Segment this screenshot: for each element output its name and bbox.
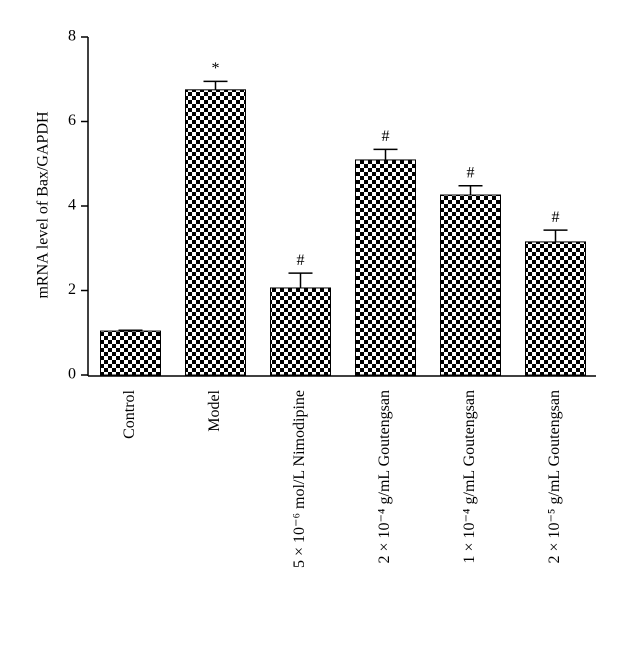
error-bar bbox=[543, 229, 568, 242]
y-tick-label: 6 bbox=[68, 112, 76, 129]
y-axis-label: mRNA level of Bax/GAPDH bbox=[35, 111, 52, 299]
annotation: # bbox=[467, 164, 475, 181]
x-tick-label: Model bbox=[206, 389, 223, 431]
annotation: # bbox=[552, 209, 560, 226]
bar bbox=[525, 241, 586, 376]
bar bbox=[440, 194, 501, 376]
error-bar bbox=[373, 148, 398, 160]
bar bbox=[185, 89, 246, 376]
y-tick-label: 2 bbox=[68, 281, 76, 298]
error-bar bbox=[288, 272, 313, 288]
annotation: # bbox=[382, 128, 390, 145]
x-tick-label: 1 × 10⁻⁴ g/mL Goutengsan bbox=[461, 390, 478, 564]
bar bbox=[270, 287, 331, 376]
bar bbox=[100, 330, 161, 376]
x-tick-label: 5 × 10⁻⁶ mol/L Nimodipine bbox=[291, 390, 308, 568]
y-tick-label: 8 bbox=[68, 28, 76, 45]
x-tick-label: Control bbox=[121, 389, 138, 438]
bar bbox=[355, 159, 416, 376]
annotation: * bbox=[212, 60, 220, 77]
error-bar bbox=[458, 184, 483, 196]
x-tick-label: 2 × 10⁻⁴ g/mL Goutengsan bbox=[376, 390, 393, 564]
error-bar bbox=[203, 80, 228, 90]
annotation: # bbox=[297, 252, 305, 269]
x-tick-label: 2 × 10⁻⁵ g/mL Goutengsan bbox=[546, 390, 563, 564]
y-tick-label: 0 bbox=[68, 366, 76, 383]
error-bar bbox=[118, 329, 143, 332]
y-tick-label: 4 bbox=[68, 197, 76, 214]
